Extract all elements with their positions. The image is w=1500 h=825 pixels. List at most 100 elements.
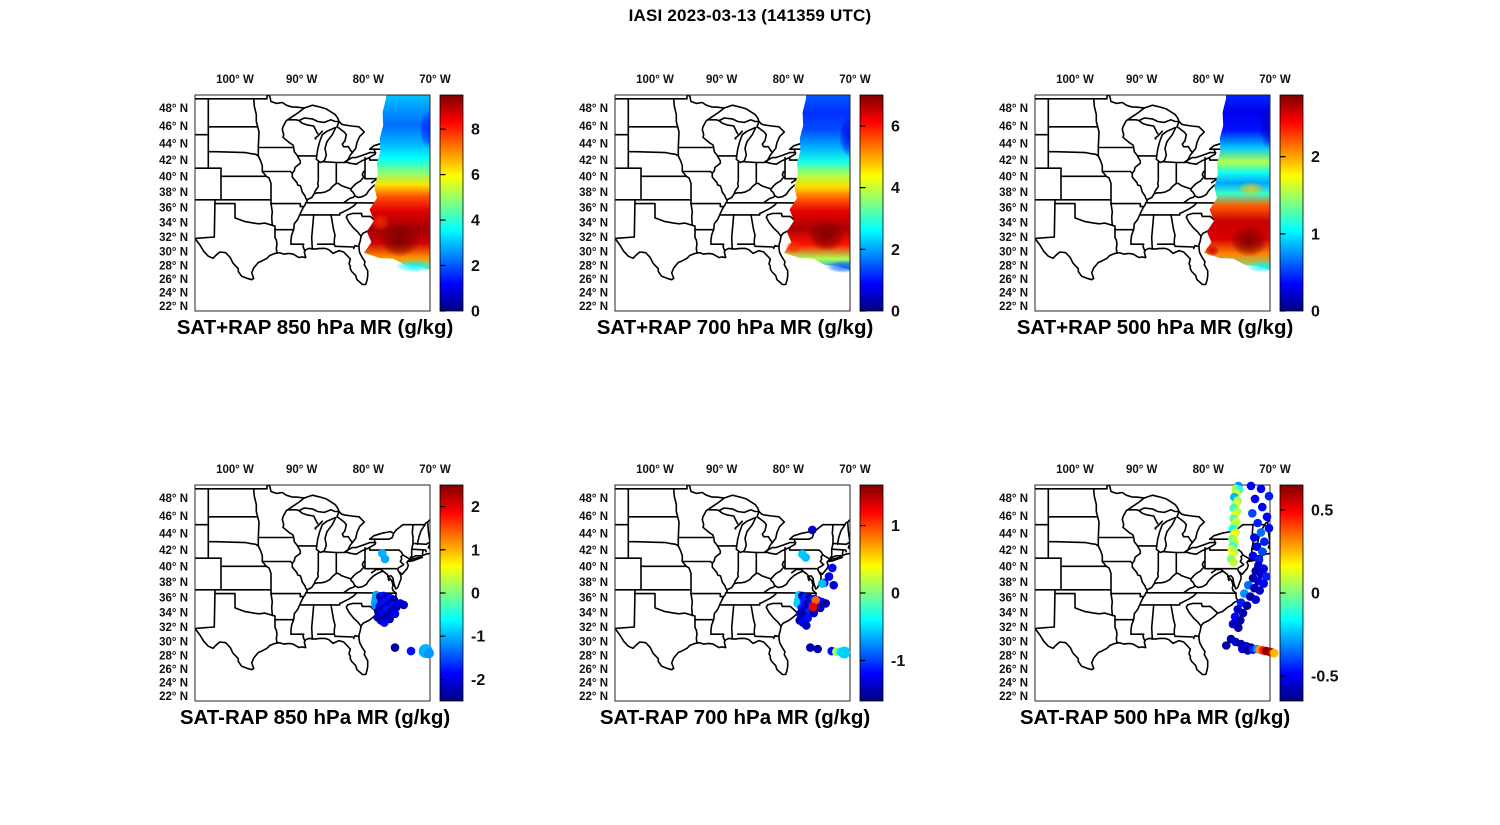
colorbar-tick-label: 0 — [471, 304, 480, 321]
svg-text:22° N: 22° N — [579, 301, 608, 313]
svg-text:100° W: 100° W — [1056, 464, 1094, 476]
svg-text:34° N: 34° N — [579, 217, 608, 229]
svg-text:46° N: 46° N — [999, 511, 1028, 523]
scatter-point — [1260, 537, 1269, 546]
svg-text:26° N: 26° N — [579, 664, 608, 676]
map-plot-sat-minus-rap-850: 100° W 90° W 80° W 70° W 48° N 46° N 44° N 42° … — [159, 464, 485, 703]
scatter-point — [1242, 601, 1252, 610]
scatter-point — [1262, 512, 1272, 522]
svg-text:34° N: 34° N — [159, 607, 188, 619]
colorbar-tick-label: -2 — [471, 672, 485, 689]
svg-text:48° N: 48° N — [159, 493, 188, 505]
colorbar-tick-label: 6 — [471, 167, 480, 184]
svg-text:70° W: 70° W — [419, 464, 451, 476]
scatter-point — [390, 643, 400, 652]
svg-text:28° N: 28° N — [579, 650, 608, 662]
svg-text:48° N: 48° N — [579, 103, 608, 115]
svg-text:26° N: 26° N — [159, 274, 188, 286]
colorbar-tick-label: 0.5 — [1311, 502, 1333, 519]
svg-text:70° W: 70° W — [1259, 464, 1291, 476]
svg-text:80° W: 80° W — [773, 74, 805, 86]
svg-text:32° N: 32° N — [579, 232, 608, 244]
svg-text:22° N: 22° N — [999, 301, 1028, 313]
panel-title-sat-minus-rap-850: SAT-RAP 850 hPa MR (g/kg) — [179, 706, 451, 729]
svg-text:36° N: 36° N — [579, 592, 608, 604]
svg-text:32° N: 32° N — [159, 232, 188, 244]
colorbar-tick-label: -0.5 — [1311, 669, 1339, 686]
panel-title-sat-plus-rap-500: SAT+RAP 500 hPa MR (g/kg) — [1016, 316, 1294, 339]
svg-text:30° N: 30° N — [579, 636, 608, 648]
svg-text:24° N: 24° N — [999, 678, 1028, 690]
svg-text:22° N: 22° N — [159, 691, 188, 703]
colorbar-tick-label: 2 — [471, 258, 480, 275]
panel-title-sat-plus-rap-850: SAT+RAP 850 hPa MR (g/kg) — [176, 316, 454, 339]
map-plot-sat-plus-rap-850: 100° W 90° W 80° W 70° W 48° N 46° N 44° N 42° … — [159, 74, 480, 321]
map-plot-sat-plus-rap-700: 100° W 90° W 80° W 70° W 48° N 46° N 44° N 42° … — [579, 74, 900, 321]
svg-text:34° N: 34° N — [999, 217, 1028, 229]
scatter-layer — [1222, 481, 1279, 658]
svg-text:30° N: 30° N — [159, 246, 188, 258]
svg-text:90° W: 90° W — [706, 464, 738, 476]
svg-text:40° N: 40° N — [579, 171, 608, 183]
svg-text:38° N: 38° N — [579, 187, 608, 199]
colorbar-tick-label: 2 — [891, 242, 900, 259]
panel-sat-plus-rap-500: 100° W 90° W 80° W 70° W 48° N 46° N 44° N 42° … — [960, 55, 1360, 355]
panel-sat-plus-rap-850: 100° W 90° W 80° W 70° W 48° N 46° N 44° N 42° … — [120, 55, 520, 355]
map-plot-sat-minus-rap-500: 100° W 90° W 80° W 70° W 48° N 46° N 44° N 42° … — [999, 464, 1339, 703]
colorbar-tick-label: -1 — [471, 629, 485, 646]
map-plot-sat-plus-rap-500: 100° W 90° W 80° W 70° W 48° N 46° N 44° N 42° … — [999, 74, 1320, 321]
map-plot-sat-minus-rap-700: 100° W 90° W 80° W 70° W 48° N 46° N 44° N 42° … — [579, 464, 905, 703]
swath-layer — [1204, 95, 1270, 273]
panel-sat-minus-rap-500: 100° W 90° W 80° W 70° W 48° N 46° N 44° N 42° … — [960, 445, 1360, 745]
scatter-point — [390, 609, 400, 619]
swath-layer — [364, 95, 430, 273]
svg-text:42° N: 42° N — [579, 545, 608, 557]
scatter-layer — [793, 525, 851, 659]
svg-text:24° N: 24° N — [159, 288, 188, 300]
scatter-point — [1251, 595, 1260, 604]
svg-text:40° N: 40° N — [159, 561, 188, 573]
svg-text:40° N: 40° N — [999, 171, 1028, 183]
svg-text:40° N: 40° N — [159, 171, 188, 183]
svg-text:38° N: 38° N — [159, 187, 188, 199]
scatter-point — [424, 648, 434, 659]
scatter-point — [380, 618, 389, 627]
scatter-point — [838, 646, 851, 659]
svg-text:38° N: 38° N — [999, 187, 1028, 199]
svg-text:30° N: 30° N — [159, 636, 188, 648]
svg-text:70° W: 70° W — [839, 74, 871, 86]
svg-text:80° W: 80° W — [1193, 74, 1225, 86]
colorbar: 8 6 4 2 0 — [439, 94, 480, 321]
scatter-point — [1256, 484, 1266, 494]
scatter-point — [1238, 608, 1248, 618]
svg-text:28° N: 28° N — [999, 260, 1028, 272]
svg-text:22° N: 22° N — [999, 691, 1028, 703]
svg-text:30° N: 30° N — [999, 636, 1028, 648]
svg-text:46° N: 46° N — [579, 121, 608, 133]
scatter-point — [824, 572, 834, 581]
scatter-point — [1259, 579, 1268, 588]
scatter-point — [1236, 616, 1245, 625]
svg-text:44° N: 44° N — [579, 138, 608, 150]
panel-sat-minus-rap-700: 100° W 90° W 80° W 70° W 48° N 46° N 44° N 42° … — [540, 445, 940, 745]
svg-text:24° N: 24° N — [159, 678, 188, 690]
svg-text:46° N: 46° N — [579, 511, 608, 523]
svg-text:90° W: 90° W — [1126, 74, 1158, 86]
scatter-point — [1264, 491, 1274, 501]
colorbar-tick-label: 2 — [1311, 149, 1320, 166]
svg-text:44° N: 44° N — [999, 138, 1028, 150]
panel-sat-plus-rap-700: 100° W 90° W 80° W 70° W 48° N 46° N 44° N 42° … — [540, 55, 940, 355]
svg-text:30° N: 30° N — [579, 246, 608, 258]
svg-text:40° N: 40° N — [579, 561, 608, 573]
panel-title-sat-plus-rap-700: SAT+RAP 700 hPa MR (g/kg) — [596, 316, 874, 339]
svg-text:48° N: 48° N — [999, 493, 1028, 505]
colorbar-tick-label: 0 — [891, 586, 900, 603]
colorbar-tick-label: -1 — [891, 653, 905, 670]
svg-text:34° N: 34° N — [579, 607, 608, 619]
svg-text:24° N: 24° N — [579, 288, 608, 300]
svg-text:26° N: 26° N — [999, 274, 1028, 286]
scatter-point — [406, 646, 416, 656]
panel-sat-minus-rap-850: 100° W 90° W 80° W 70° W 48° N 46° N 44° N 42° … — [120, 445, 520, 745]
svg-text:42° N: 42° N — [159, 155, 188, 167]
scatter-point — [1246, 481, 1256, 491]
